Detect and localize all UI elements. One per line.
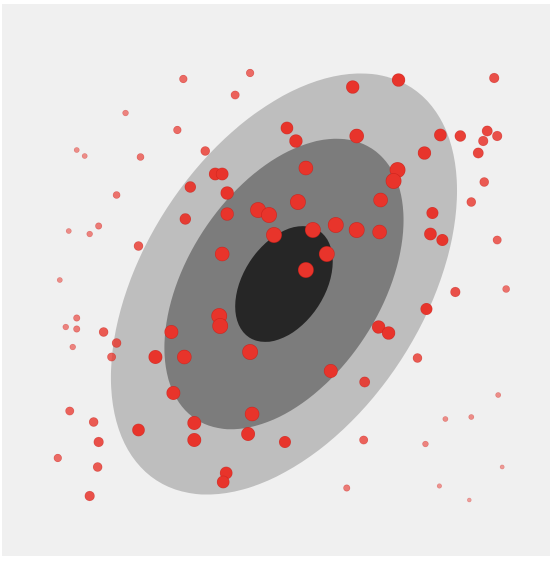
scatter-point xyxy=(442,416,449,422)
scatter-point xyxy=(230,90,240,100)
scatter-point xyxy=(467,497,472,503)
scatter-point xyxy=(371,320,386,334)
scatter-point xyxy=(179,74,188,84)
scatter-point xyxy=(479,177,489,187)
scatter-point xyxy=(179,213,192,225)
scatter-point xyxy=(495,392,502,398)
scatter-point xyxy=(323,364,338,378)
scatter-point xyxy=(200,146,211,156)
scatter-point xyxy=(184,181,197,193)
scatter-point xyxy=(280,121,294,135)
scatter-point xyxy=(88,417,99,427)
scatter-point xyxy=(297,262,314,278)
scatter-point xyxy=(289,134,303,148)
scatter-point xyxy=(216,475,230,489)
scatter-point xyxy=(69,343,76,351)
scatter-point xyxy=(298,160,314,176)
scatter-point xyxy=(489,72,500,84)
scatter-point xyxy=(502,285,510,293)
scatter-point xyxy=(266,227,282,243)
scatter-point xyxy=(148,350,163,364)
scatter-point xyxy=(56,277,63,283)
scatter-point xyxy=(381,326,396,340)
scatter-point xyxy=(373,192,388,208)
scatter-point xyxy=(492,130,503,142)
scatter-point xyxy=(81,153,88,159)
scatter-point xyxy=(214,246,230,262)
scatter-point xyxy=(290,194,306,210)
scatter-point xyxy=(187,416,202,430)
density-band-inner xyxy=(235,226,333,342)
scatter-point xyxy=(220,186,234,200)
scatter-point xyxy=(220,207,234,221)
scatter-point xyxy=(412,353,423,363)
scatter-point xyxy=(436,233,449,247)
scatter-points xyxy=(53,68,510,503)
scatter-point xyxy=(346,80,360,94)
scatter-point xyxy=(245,68,255,78)
scatter-point xyxy=(304,222,321,238)
scatter-point xyxy=(112,191,121,199)
scatter-point xyxy=(136,153,145,161)
scatter-point xyxy=(343,484,351,492)
scatter-point xyxy=(359,435,369,445)
scatter-point xyxy=(426,206,439,220)
scatter-point xyxy=(132,423,145,437)
scatter-point xyxy=(93,436,104,448)
scatter-point xyxy=(166,386,181,400)
scatter-point xyxy=(466,197,477,207)
scatter-point xyxy=(65,406,75,416)
scatter-point xyxy=(318,246,335,262)
scatter-point xyxy=(164,325,179,339)
scatter-point xyxy=(492,235,502,245)
scatter-point xyxy=(111,338,122,348)
scatter-point xyxy=(422,440,429,448)
scatter-point xyxy=(86,230,93,238)
scatter-point xyxy=(478,135,489,147)
scatter-point xyxy=(391,73,406,87)
scatter-point xyxy=(499,464,505,470)
scatter-point xyxy=(468,414,475,420)
scatter-point xyxy=(84,490,95,502)
scatter-point xyxy=(481,125,493,137)
scatter-point xyxy=(436,483,442,489)
scatter-point xyxy=(122,109,129,117)
scatter-point xyxy=(244,406,260,422)
scatter-point xyxy=(73,325,81,333)
scatter-point xyxy=(359,376,371,388)
scatter-point xyxy=(173,125,182,135)
scatter-point xyxy=(472,147,484,159)
scatter-point xyxy=(187,433,202,447)
scatter-point xyxy=(65,228,72,234)
scatter-point xyxy=(372,224,387,240)
scatter-point xyxy=(454,130,467,142)
scatter-point xyxy=(434,128,447,142)
scatter-point xyxy=(98,327,109,337)
scatter-point xyxy=(53,453,62,463)
scatter-point xyxy=(327,217,344,233)
scatter-point xyxy=(73,314,81,322)
scatter-point xyxy=(424,227,437,241)
scatter-point xyxy=(241,427,256,441)
scatter-point xyxy=(349,128,364,144)
scatter-point xyxy=(278,435,291,449)
scatter-point xyxy=(212,318,229,334)
scatter-point xyxy=(348,222,365,238)
scatter-point xyxy=(62,323,69,331)
scatter-point xyxy=(133,241,144,251)
scatter-point xyxy=(261,207,277,223)
scatter-point xyxy=(450,286,461,298)
scatter-point xyxy=(177,349,192,365)
scatter-point xyxy=(215,167,229,181)
scatter-point xyxy=(107,352,117,362)
scatter-point xyxy=(73,147,80,153)
scatter-point xyxy=(420,302,433,316)
scatter-point xyxy=(95,222,103,230)
scatter-point xyxy=(242,344,258,360)
scatter-point xyxy=(92,462,103,472)
scatter-point xyxy=(385,173,402,189)
scatter-point xyxy=(417,146,432,160)
